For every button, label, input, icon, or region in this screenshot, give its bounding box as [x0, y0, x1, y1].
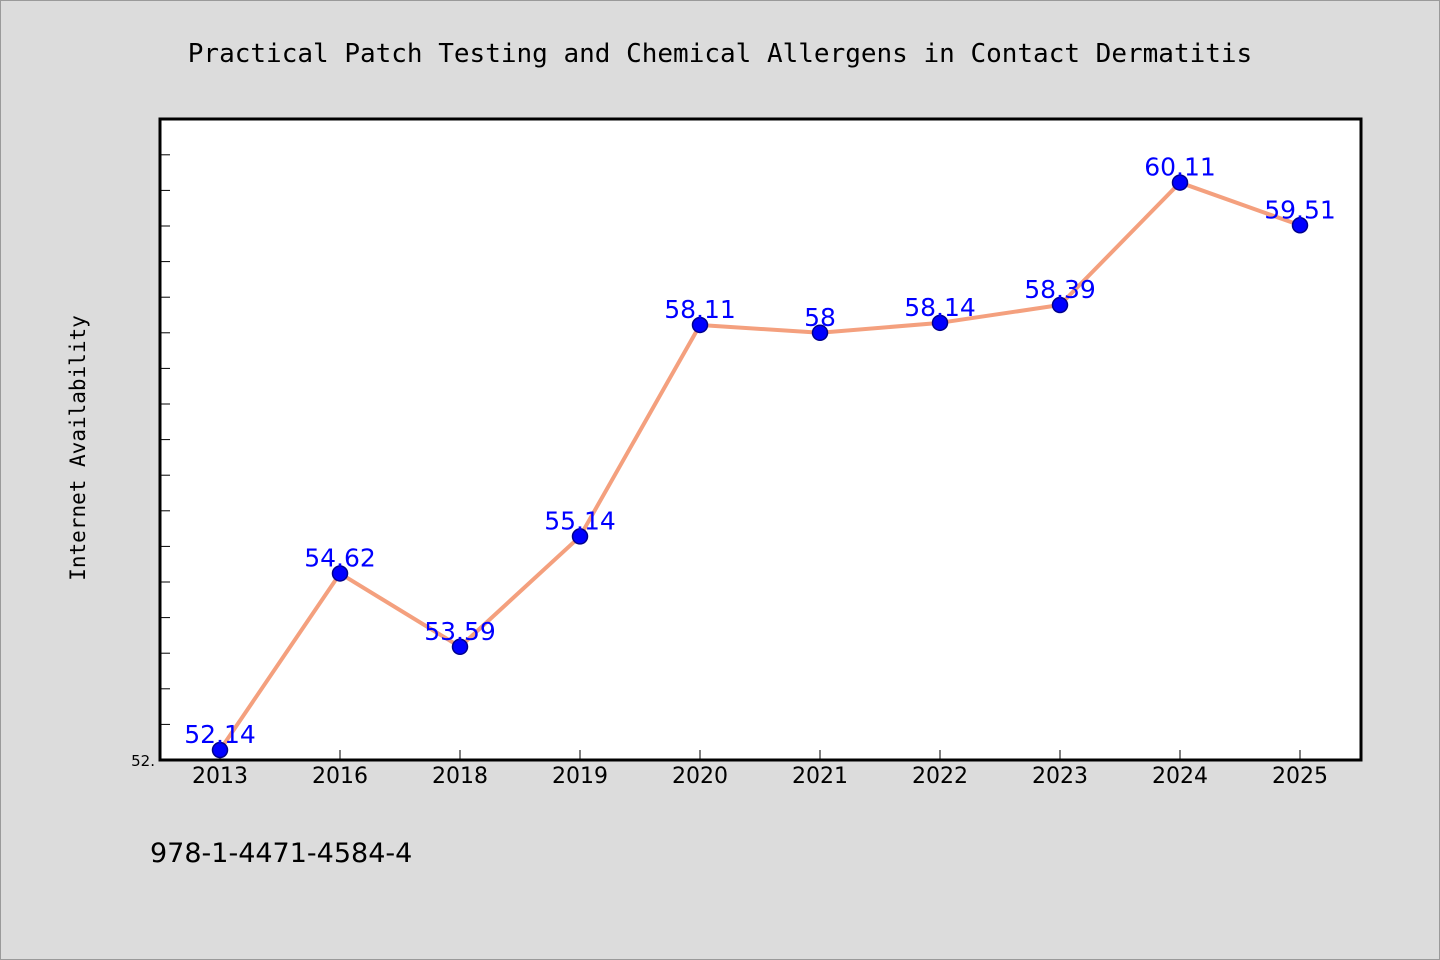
x-tick-label: 2025	[1272, 764, 1328, 789]
data-label: 58.14	[904, 293, 976, 322]
data-point	[1291, 217, 1309, 234]
data-point	[1171, 174, 1189, 191]
x-tick-label: 2021	[792, 764, 848, 789]
x-tick-label: 2013	[192, 764, 248, 789]
data-point	[691, 316, 709, 334]
x-tick-label: 2016	[312, 764, 368, 789]
data-point	[811, 324, 829, 342]
data-point	[451, 638, 469, 656]
data-point	[331, 565, 349, 582]
data-point	[571, 528, 589, 545]
y-axis-tick-labels: 52.	[131, 752, 155, 770]
data-label: 55.14	[544, 506, 616, 535]
data-label: 53.59	[424, 617, 496, 646]
data-label: 58	[804, 303, 836, 332]
plot-area	[160, 119, 1361, 760]
y-axis-label: Internet Availability	[66, 315, 90, 581]
data-label: 59.51	[1264, 195, 1336, 224]
plot-frame	[158, 117, 1363, 762]
data-point	[211, 741, 229, 759]
data-labels: 52.14 54.62 53.59 55.14 58.11 58 58.14 58.39 60.…	[184, 153, 1336, 749]
data-point	[1051, 296, 1069, 314]
x-tick-label: 2018	[432, 764, 488, 789]
data-label: 52.14	[184, 720, 256, 749]
data-label: 58.39	[1024, 275, 1096, 304]
data-point	[931, 314, 949, 332]
x-tick-label: 2019	[552, 764, 608, 789]
data-label: 54.62	[304, 543, 376, 572]
data-markers	[211, 174, 1309, 759]
series-line	[218, 180, 1302, 753]
x-tick-label: 2020	[672, 764, 728, 789]
x-tick-label: 2024	[1152, 764, 1208, 789]
chart-title: Practical Patch Testing and Chemical All…	[188, 39, 1252, 69]
y-axis-ticks	[160, 154, 170, 725]
data-label: 60.11	[1144, 153, 1216, 182]
y-tick-label: 52.	[131, 752, 155, 770]
isbn-text: 978-1-4471-4584-4	[150, 838, 412, 869]
x-tick-label: 2022	[912, 764, 968, 789]
x-tick-label: 2023	[1032, 764, 1088, 789]
x-axis-tick-labels: 2013 2016 2018 2019 2020 2021 2022 2023 2024 2025	[192, 764, 1328, 789]
data-label: 58.11	[664, 295, 736, 324]
